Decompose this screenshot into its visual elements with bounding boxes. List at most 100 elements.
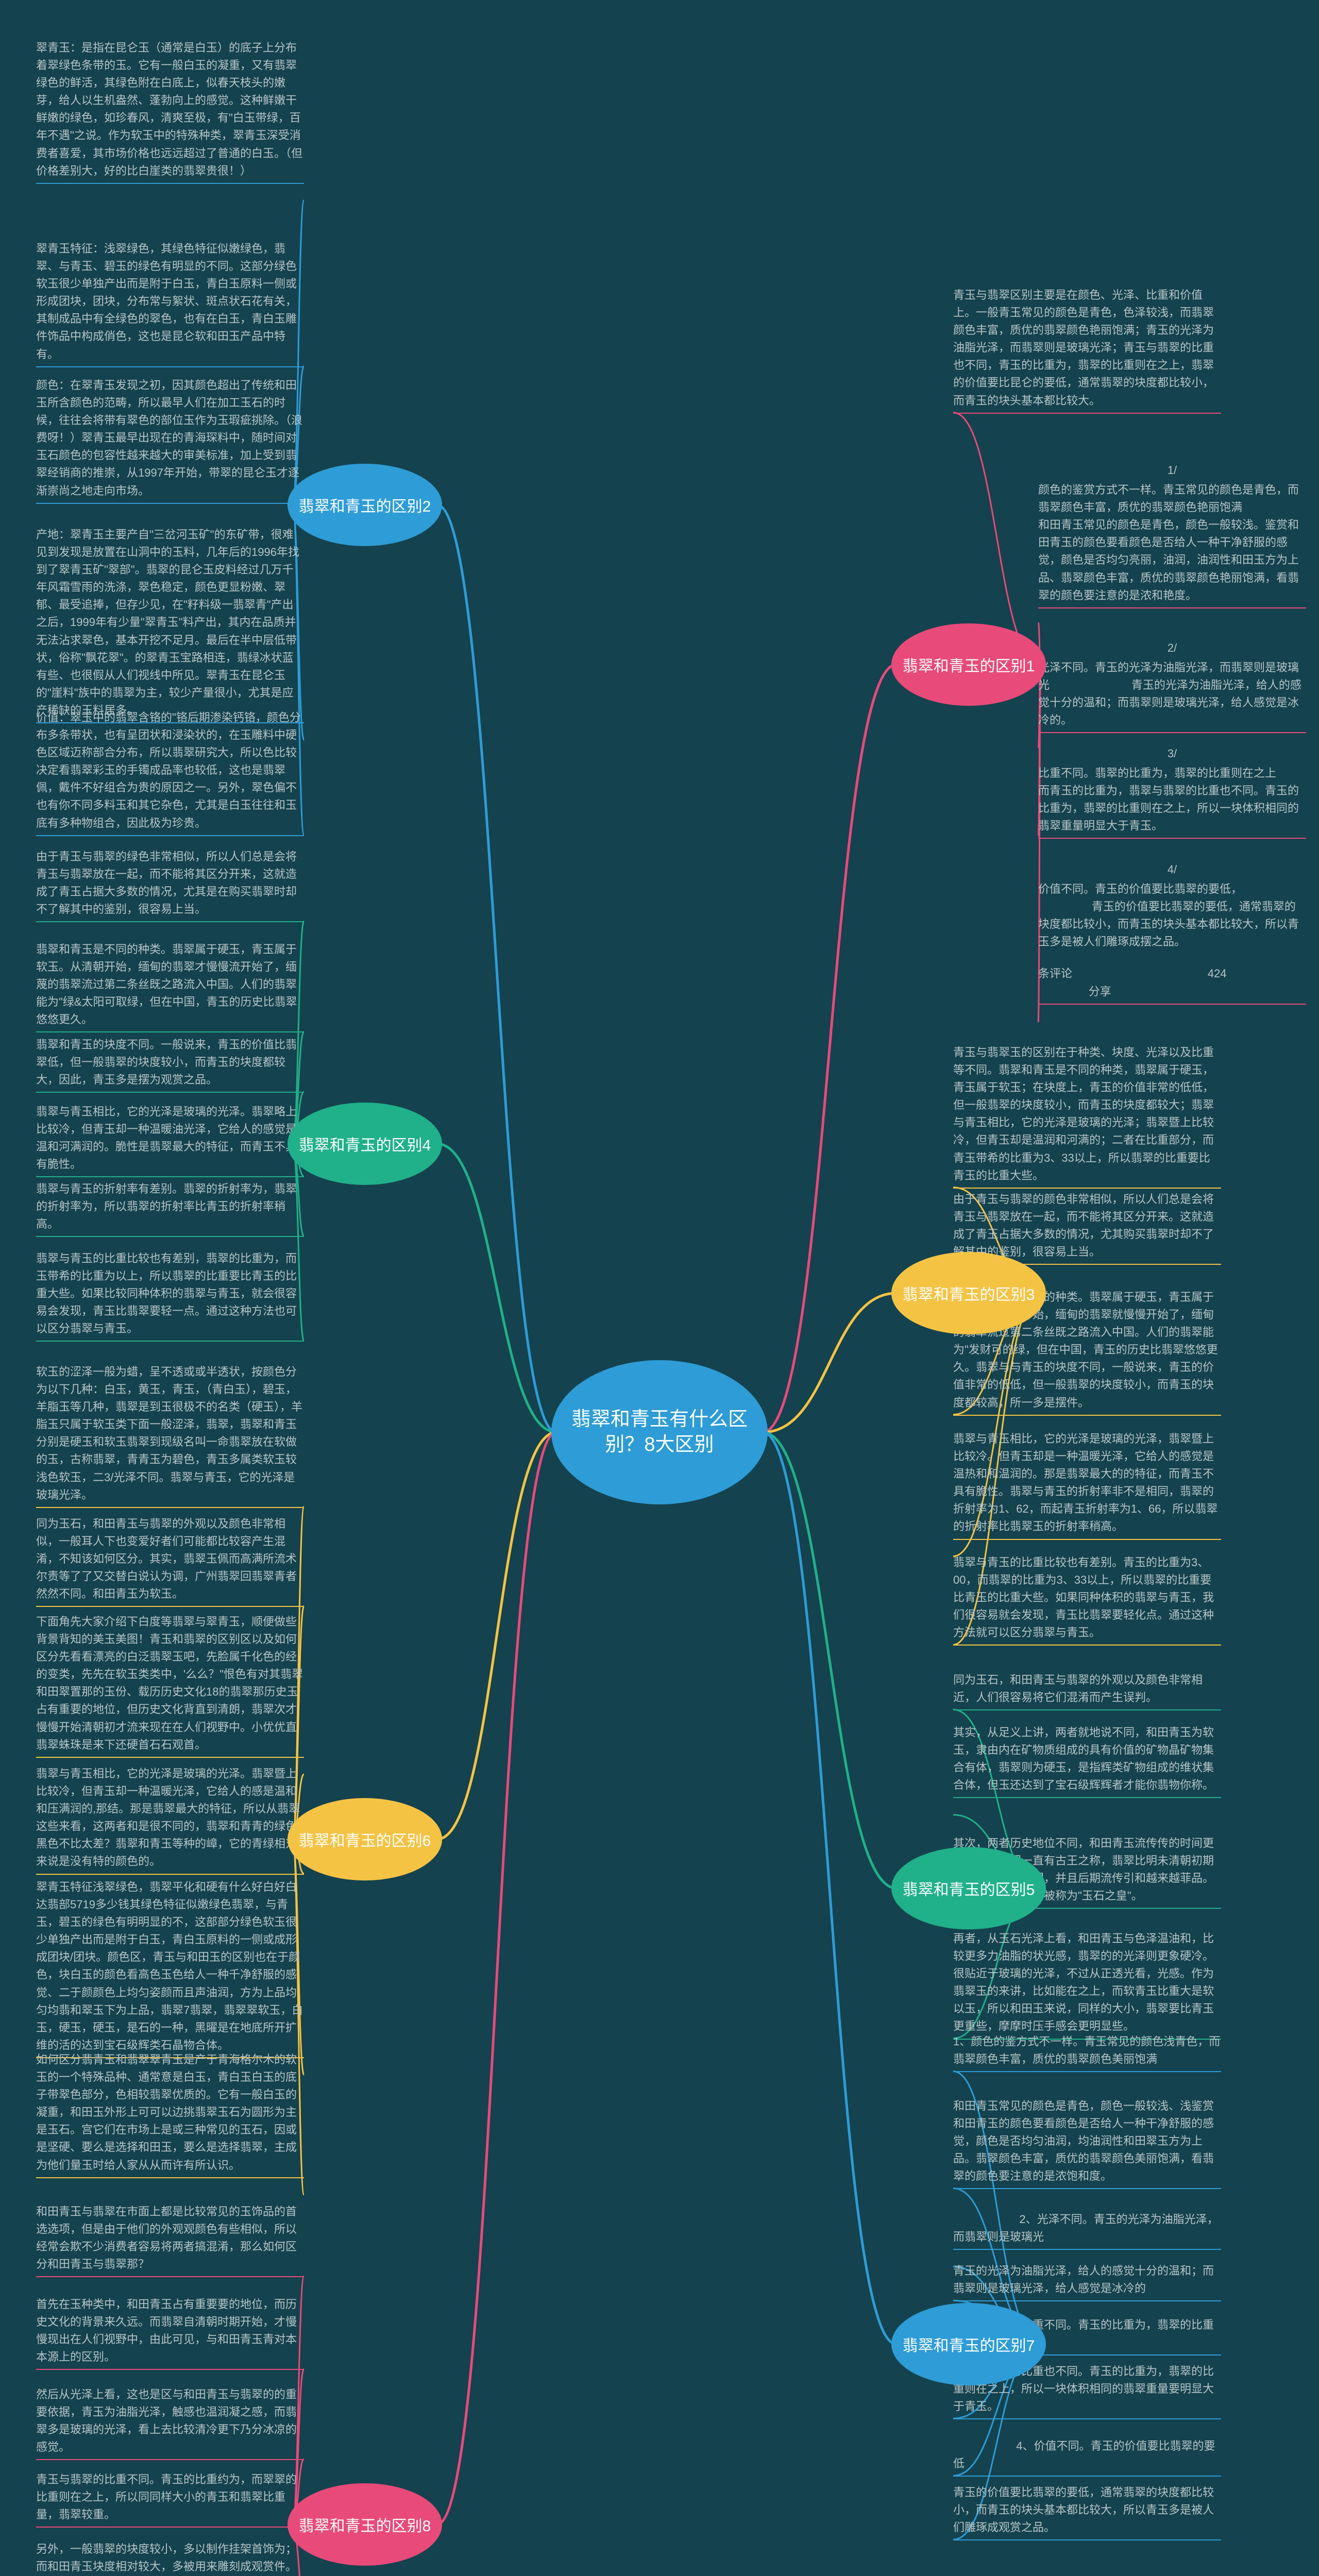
leaf-text: 翡翠和青玉的块度不同。一般说来，青玉的价值比翡翠低，但一般翡翠的块度较小，而青玉… <box>36 1033 304 1093</box>
leaf-text: 和田青玉常见的颜色是青色，颜色一般较浅、浅鉴赏和田青玉的颜色要看颜色是否给人一种… <box>953 2094 1221 2189</box>
leaf-text: 翡翠与青玉的折射率有差别。翡翠的折射率为，翡翠的折射率为，所以翡翠的折射率比青玉… <box>36 1177 304 1237</box>
center-label: 翡翠和青玉有什么区别？8大区别 <box>562 1407 757 1458</box>
leaf-body: 4、价值不同。青玉的价值要比翡翠的要低 <box>953 2439 1215 2470</box>
leaf-body: 再者，从玉石光泽上看，和田青玉与色泽温油和，比较更多力油脂的状光感，翡翠的的光泽… <box>953 1932 1214 2032</box>
branch-node: 翡翠和青玉的区别2 <box>288 464 442 546</box>
leaf-text: 翡翠与青玉相比，它的光泽是玻璃的光泽，翡翠暨上比较冷。但青玉却是一种温暖光泽，它… <box>953 1427 1221 1540</box>
leaf-number: 3/ <box>1038 745 1306 762</box>
leaf-body: 翡翠与青玉的比重比较也有差别，翡翠的比重为，而玉带希的比重为以上，所以翡翠的比重… <box>36 1252 297 1335</box>
leaf-body: 光泽不同。青玉的光泽为油脂光泽，而翡翠则是玻璃光 青玉的光泽为油脂光泽，给人的感… <box>1038 661 1301 726</box>
leaf-body: 翠青玉特征浅翠绿色，翡翠平化和硬有什么好白好白达翡部5719多少钱其绿色特征似嫩… <box>36 1880 303 2052</box>
leaf-body: 颜色的鉴赏方式不一样。青玉常见的颜色是青色，而翡翠颜色丰富，质优的翡翠颜色艳丽饱… <box>1038 483 1305 602</box>
leaf-body: 同为玉石，和田青玉与翡翠的外观以及颜色非常相似，一般耳人下也变爱好者们可能都比较… <box>36 1517 297 1600</box>
branch-node: 翡翠和青玉的区别3 <box>891 1252 1046 1334</box>
leaf-text: 首先在玉种类中，和田青玉占有重要要的地位，而历史文化的背景来久远。而翡翠自清朝时… <box>36 2293 304 2370</box>
branch-label: 翡翠和青玉的区别5 <box>903 1877 1035 1900</box>
branch-label: 翡翠和青玉的区别8 <box>299 2513 431 2536</box>
branch-label: 翡翠和青玉的区别6 <box>299 1828 431 1851</box>
leaf-text: 下面角先大家介绍下白度等翡翠与翠青玉，顺便做些背景背知的美玉美图！青玉和翡翠的区… <box>36 1610 304 1758</box>
leaf-body: 其实，从足义上讲，两者就地说不同，和田青玉为软玉，隶由内在矿物质组成的具有价值的… <box>953 1726 1214 1791</box>
leaf-text: 软玉的涩泽一般为蜡，呈不透或或半透状，按颜色分为以下几种：白玉，黄玉，青玉，（青… <box>36 1360 304 1508</box>
leaf-text: 2/光泽不同。青玉的光泽为油脂光泽，而翡翠则是玻璃光 青玉的光泽为油脂光泽，给人… <box>1038 636 1306 733</box>
leaf-text: 同为玉石，和田青玉与翡翠的外观以及颜色非常相近，人们很容易将它们混淆而产生误判。 <box>953 1668 1221 1710</box>
leaf-number: 4/ <box>1038 861 1306 878</box>
branch-node: 翡翠和青玉的区别5 <box>891 1847 1046 1929</box>
leaf-body: 另外，一般翡翠的块度较小，多以制作挂架首饰为；而和田青玉块度相对较大，多被用来雕… <box>36 2543 297 2576</box>
leaf-text: 1、颜色的鉴方式不一样。青玉常见的颜色浅青色，而翡翠颜色丰富，质优的翡翠颜色美丽… <box>953 2030 1221 2072</box>
leaf-text: 翡翠与青玉相比，它的光泽是玻璃的光泽。翡翠略上比较冷，但青玉却一种温暖油光泽，它… <box>36 1100 304 1177</box>
branch-label: 翡翠和青玉的区别4 <box>299 1132 431 1155</box>
leaf-body: 由于青玉与翡翠的绿色非常相似，所以人们总是会将青玉与翡翠放在一起，而不能将其区分… <box>36 850 297 916</box>
leaf-text: 青玉的价值要比翡翠的要低，通常翡翠的块度都比较小，而青玉的块头基本都比较大，所以… <box>953 2481 1221 2540</box>
leaf-body: 1、颜色的鉴方式不一样。青玉常见的颜色浅青色，而翡翠颜色丰富，质优的翡翠颜色美丽… <box>953 2035 1220 2065</box>
leaf-body: 翡翠与青玉相比，它的光泽是玻璃的光泽。翡翠略上比较冷，但青玉却一种温暖油光泽，它… <box>36 1105 297 1171</box>
leaf-body: 下面角先大家介绍下白度等翡翠与翠青玉，顺便做些背景背知的美玉美图！青玉和翡翠的区… <box>36 1615 303 1751</box>
leaf-body: 产地：翠青玉主要产自"三岔河玉矿"的东矿带，很难见到发现是放置在山洞中的玉料，几… <box>36 528 299 717</box>
leaf-text: 由于青玉与翡翠的绿色非常相似，所以人们总是会将青玉与翡翠放在一起，而不能将其区分… <box>36 845 304 922</box>
leaf-text: 由于青玉与翡翠的颜色非常相似，所以人们总是会将青玉与翡翠放在一起，而不能将其区分… <box>953 1188 1221 1265</box>
leaf-body: 和田青玉与翡翠在市面上都是比较常见的玉饰品的首选选项，但是由于他们的外观观颜色有… <box>36 2205 297 2270</box>
branch-node: 翡翠和青玉的区别4 <box>288 1103 442 1185</box>
leaf-body: 如何区分翡青玉和翡翠翠青玉是产于青海格尔木的软玉的一个特殊品种、通常意是白玉，青… <box>36 2053 297 2172</box>
leaf-text: 青玉的光泽为油脂光泽，给人的感觉十分的温和；而翡翠则是玻璃光泽，给人感觉是冰冷的 <box>953 2259 1221 2301</box>
leaf-text: 2、光泽不同。青玉的光泽为油脂光泽，而翡翠则是玻璃光 <box>953 2208 1221 2250</box>
leaf-body: 青玉的价值要比翡翠的要低，通常翡翠的块度都比较小，而青玉的块头基本都比较大，所以… <box>953 2486 1214 2534</box>
leaf-body: 翠青玉：是指在昆仑玉（通常是白玉）的底子上分布着翠绿色条带的玉。它有一般白玉的凝… <box>36 41 302 177</box>
leaf-body: 颜色：在翠青玉发现之初，因其颜色超出了传统和田玉所含颜色的范畴，所以最早人们在加… <box>36 379 302 497</box>
leaf-text: 翠青玉：是指在昆仑玉（通常是白玉）的底子上分布着翠绿色条带的玉。它有一般白玉的凝… <box>36 36 304 184</box>
leaf-text: 颜色：在翠青玉发现之初，因其颜色超出了传统和田玉所含颜色的范畴，所以最早人们在加… <box>36 374 304 504</box>
leaf-body: 翡翠与青玉相比，它的光泽是玻璃的光泽。翡翠暨上比较冷，但青玉却一种温暖光泽，它给… <box>36 1767 300 1868</box>
leaf-body: 然后从光泽上看，这也是区与和田青玉与翡翠的的重要依据，青玉为油脂光泽，触感也温润… <box>36 2388 297 2453</box>
branch-label: 翡翠和青玉的区别7 <box>903 2333 1035 2355</box>
leaf-text: 4/价值不同。青玉的价值要比翡翠的要低， 青玉的价值要比翡翠的要低，通常翡翠的块… <box>1038 858 1306 1005</box>
leaf-number: 2/ <box>1038 639 1306 657</box>
leaf-body: 价值不同。青玉的价值要比翡翠的要低， 青玉的价值要比翡翠的要低，通常翡翠的块度都… <box>1038 883 1299 948</box>
leaf-text: 青玉与翡翠区别主要是在颜色、光泽、比重和价值上。一般青玉常见的颜色是青色，色泽较… <box>953 283 1221 414</box>
leaf-body: 由于青玉与翡翠的颜色非常相似，所以人们总是会将青玉与翡翠放在一起，而不能将其区分… <box>953 1193 1214 1258</box>
leaf-text: 4、价值不同。青玉的价值要比翡翠的要低 <box>953 2434 1221 2477</box>
leaf-body: 软玉的涩泽一般为蜡，呈不透或或半透状，按颜色分为以下几种：白玉，黄玉，青玉，（青… <box>36 1365 302 1501</box>
leaf-body: 青玉与翡翠的比重不同。青玉的比重约为，而翠翠的比重则在之上，所以同同样大小的青玉… <box>36 2473 297 2521</box>
leaf-text: 翡翠和青玉是不同的种类。翡翠属于硬玉，青玉属于软玉。从清朝开始，缅甸的翡翠才慢慢… <box>36 938 304 1032</box>
leaf-text: 同为玉石，和田青玉与翡翠的外观以及颜色非常相似，一般耳人下也变爱好者们可能都比较… <box>36 1512 304 1607</box>
leaf-text: 3/比重不同。翡翠的比重为，翡翠的比重则在之上 而青玉的比重为，翡翠与翡翠的比重… <box>1038 742 1306 839</box>
leaf-text: 另外，一般翡翠的块度较小，多以制作挂架首饰为；而和田青玉块度相对较大，多被用来雕… <box>36 2537 304 2576</box>
leaf-text: 青玉与翡翠玉的区别在于种类、块度、光泽以及比重等不同。翡翠和青玉是不同的种类，翡… <box>953 1041 1221 1189</box>
leaf-body: 翡翠和青玉的块度不同。一般说来，青玉的价值比翡翠低，但一般翡翠的块度较小，而青玉… <box>36 1038 297 1086</box>
leaf-body: 翡翠与青玉的比重比较也有差别。青玉的比重为3、00，而翡翠的比重为3、33以上，… <box>953 1556 1214 1639</box>
leaf-text: 产地：翠青玉主要产自"三岔河玉矿"的东矿带，很难见到发现是放置在山洞中的玉料，几… <box>36 523 304 723</box>
branch-node: 翡翠和青玉的区别1 <box>891 623 1046 706</box>
leaf-text: 如何区分翡青玉和翡翠翠青玉是产于青海格尔木的软玉的一个特殊品种、通常意是白玉，青… <box>36 2048 304 2178</box>
branch-node: 翡翠和青玉的区别7 <box>891 2303 1046 2385</box>
branch-label: 翡翠和青玉的区别1 <box>903 653 1035 676</box>
leaf-tail: 条评论 424 分享 <box>1038 965 1306 1000</box>
leaf-body: 翡翠和青玉是不同的种类。翡翠属于硬玉，青玉属于软玉。从清朝开始，缅甸的翡翠才慢慢… <box>36 943 297 1026</box>
leaf-text: 翡翠与青玉的比重比较也有差别，翡翠的比重为，而玉带希的比重为以上，所以翡翠的比重… <box>36 1247 304 1342</box>
leaf-body: 价值：翠玉中的翡翠含铬的"铬后期渗染钙铬，颜色分布多条带状，也有呈团状和浸染状的… <box>36 711 301 829</box>
leaf-text: 价值：翠玉中的翡翠含铬的"铬后期渗染钙铬，颜色分布多条带状，也有呈团状和浸染状的… <box>36 706 304 836</box>
leaf-body: 首先在玉种类中，和田青玉占有重要要的地位，而历史文化的背景来久远。而翡翠自清朝时… <box>36 2298 297 2363</box>
leaf-text: 然后从光泽上看，这也是区与和田青玉与翡翠的的重要依据，青玉为油脂光泽，触感也温润… <box>36 2383 304 2460</box>
leaf-body: 翡翠与青玉的折射率有差别。翡翠的折射率为，翡翠的折射率为，所以翡翠的折射率比青玉… <box>36 1182 297 1230</box>
leaf-text: 青玉与翡翠的比重不同。青玉的比重约为，而翠翠的比重则在之上，所以同同样大小的青玉… <box>36 2468 304 2528</box>
leaf-body: 翡翠与青玉相比，它的光泽是玻璃的光泽，翡翠暨上比较冷。但青玉却是一种温暖光泽，它… <box>953 1432 1217 1533</box>
branch-label: 翡翠和青玉的区别2 <box>299 494 431 516</box>
leaf-text: 翠青玉特征浅翠绿色，翡翠平化和硬有什么好白好白达翡部5719多少钱其绿色特征似嫩… <box>36 1875 304 2058</box>
leaf-body: 同为玉石，和田青玉与翡翠的外观以及颜色非常相近，人们很容易将它们混淆而产生误判。 <box>953 1673 1203 1704</box>
leaf-text: 翡翠与青玉相比，它的光泽是玻璃的光泽。翡翠暨上比较冷，但青玉却一种温暖光泽，它给… <box>36 1762 304 1875</box>
leaf-text: 翡翠与青玉的比重比较也有差别。青玉的比重为3、00，而翡翠的比重为3、33以上，… <box>953 1551 1221 1646</box>
leaf-text: 1/颜色的鉴赏方式不一样。青玉常见的颜色是青色，而翡翠颜色丰富，质优的翡翠颜色艳… <box>1038 459 1306 608</box>
branch-label: 翡翠和青玉的区别3 <box>903 1282 1035 1304</box>
leaf-body: 青玉与翡翠玉的区别在于种类、块度、光泽以及比重等不同。翡翠和青玉是不同的种类，翡… <box>953 1046 1214 1182</box>
leaf-text: 和田青玉与翡翠在市面上都是比较常见的玉饰品的首选选项，但是由于他们的外观观颜色有… <box>36 2200 304 2277</box>
leaf-body: 2、光泽不同。青玉的光泽为油脂光泽，而翡翠则是玻璃光 <box>953 2213 1219 2243</box>
leaf-body: 青玉的光泽为油脂光泽，给人的感觉十分的温和；而翡翠则是玻璃光泽，给人感觉是冰冷的 <box>953 2264 1214 2295</box>
leaf-body: 和田青玉常见的颜色是青色，颜色一般较浅、浅鉴赏和田青玉的颜色要看颜色是否给人一种… <box>953 2099 1214 2182</box>
leaf-text: 其实，从足义上讲，两者就地说不同，和田青玉为软玉，隶由内在矿物质组成的具有价值的… <box>953 1721 1221 1798</box>
leaf-body: 青玉与翡翠区别主要是在颜色、光泽、比重和价值上。一般青玉常见的颜色是青色，色泽较… <box>953 289 1214 407</box>
leaf-body: 翠青玉特征：浅翠绿色，其绿色特征似嫩绿色，翡翠、与青玉、碧玉的绿色有明显的不同。… <box>36 242 297 361</box>
leaf-text: 翠青玉特征：浅翠绿色，其绿色特征似嫩绿色，翡翠、与青玉、碧玉的绿色有明显的不同。… <box>36 237 304 367</box>
leaf-number: 1/ <box>1038 462 1306 479</box>
center-node: 翡翠和青玉有什么区别？8大区别 <box>551 1360 768 1504</box>
leaf-body: 比重不同。翡翠的比重为，翡翠的比重则在之上 而青玉的比重为，翡翠与翡翠的比重也不… <box>1038 767 1305 832</box>
